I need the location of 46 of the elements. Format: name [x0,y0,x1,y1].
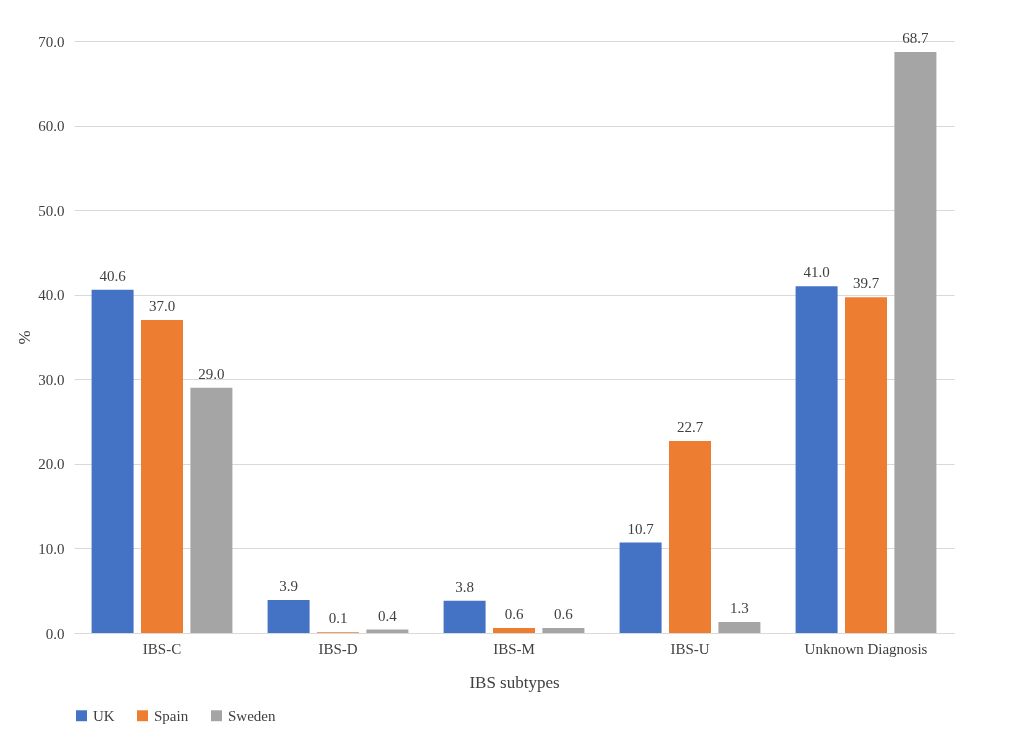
legend-label: UK [93,707,115,724]
data-label: 29.0 [198,365,225,382]
x-tick-label: IBS-M [493,640,535,657]
y-tick-label: 50.0 [38,202,65,219]
bar [718,622,761,633]
bar [267,600,310,633]
legend-label: Spain [154,707,189,724]
data-label: 37.0 [148,298,176,315]
x-tick-label: IBS-D [318,640,358,657]
bar [91,289,134,633]
data-label: 41.0 [803,264,830,281]
bar [619,542,662,633]
bar [542,627,585,633]
y-tick-label: 30.0 [38,371,65,388]
data-label: 39.7 [852,275,880,292]
x-axis-title: IBS subtypes [469,672,560,692]
y-tick-label: 40.0 [38,287,65,304]
data-label: 3.9 [279,578,298,595]
data-label: 68.7 [902,29,930,46]
bar [493,627,535,633]
y-tick-label: 10.0 [38,540,65,557]
x-tick-label: IBS-U [670,640,710,657]
bar [845,297,887,633]
y-tick-label: 70.0 [38,33,65,50]
bar [795,286,838,633]
legend-label: Sweden [228,707,276,724]
bar [894,51,937,633]
y-tick-label: 0.0 [45,625,65,642]
bar [669,441,711,633]
x-tick-label: IBS-C [142,640,182,657]
data-label: 1.3 [730,600,749,617]
data-label: 10.7 [627,520,655,537]
data-label: 40.6 [99,267,127,284]
data-label: 22.7 [676,419,704,436]
data-label: 0.4 [378,607,398,624]
data-label: 0.6 [554,605,574,622]
bar [190,387,233,633]
data-label: 3.8 [455,578,474,595]
y-axis-title: % [15,330,35,345]
bar [443,600,486,633]
x-tick-label: Unknown Diagnosis [804,640,928,657]
data-label: 0.1 [328,610,348,627]
y-tick-label: 20.0 [38,456,65,473]
data-label: 0.6 [504,605,524,622]
y-tick-label: 60.0 [38,118,65,135]
bar [141,320,183,633]
